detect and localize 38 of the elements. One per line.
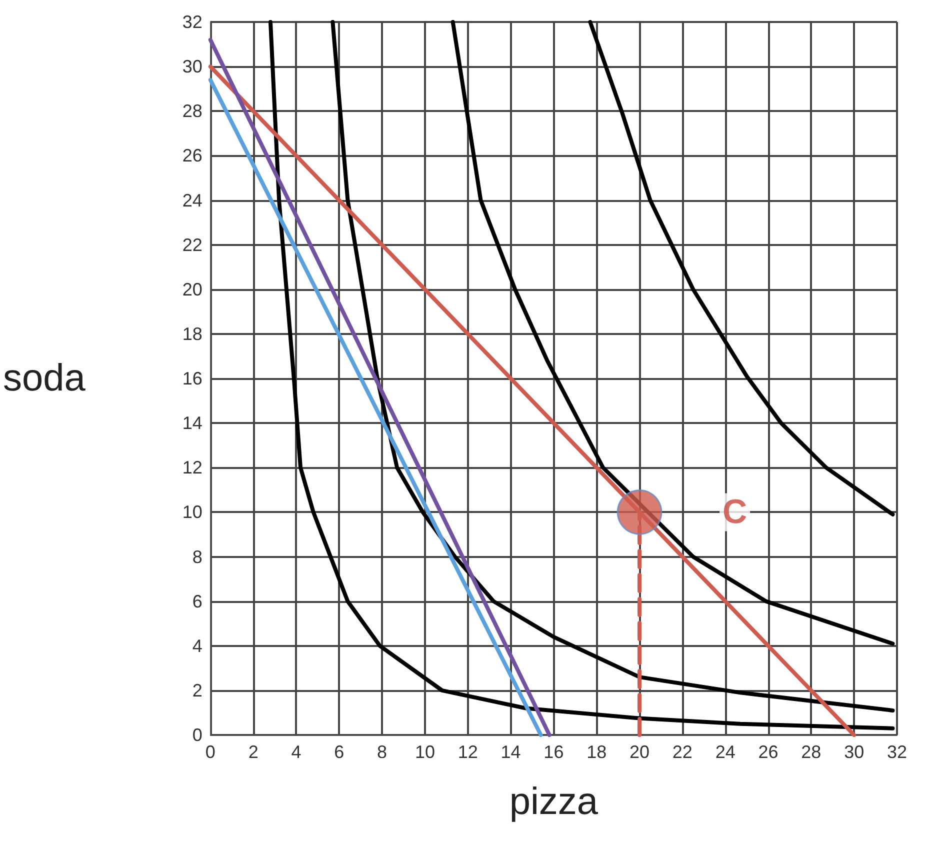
x-tick-label: 2 <box>248 742 258 762</box>
x-tick-label: 28 <box>801 742 822 762</box>
line-series <box>450 20 895 646</box>
x-tick-label: 14 <box>500 742 521 762</box>
y-tick-label: 22 <box>182 234 202 255</box>
y-tick-label: 14 <box>182 413 202 434</box>
x-tick-label: 30 <box>844 742 864 762</box>
x-axis-title: pizza <box>509 781 599 823</box>
x-tick-label: 32 <box>886 742 908 762</box>
y-tick-label: 4 <box>192 636 202 656</box>
y-tick-label: 32 <box>182 12 202 32</box>
y-tick-label: 24 <box>182 190 202 210</box>
x-tick-label: 0 <box>205 742 216 762</box>
y-tick-label: 6 <box>192 591 202 612</box>
y-tick-label: 16 <box>182 368 202 388</box>
y-tick-label: 8 <box>192 546 202 567</box>
x-tick-label: 22 <box>672 742 692 762</box>
x-tick-label: 20 <box>630 742 650 762</box>
y-tick-label: 26 <box>182 146 202 166</box>
x-tick-label: 18 <box>586 742 607 762</box>
y-tick-label: 10 <box>182 502 202 522</box>
y-tick-label: 0 <box>192 725 202 745</box>
x-tick-label: 12 <box>458 742 478 762</box>
y-tick-label: 18 <box>182 324 202 344</box>
x-tick-label: 24 <box>715 742 736 762</box>
x-tick-label: 10 <box>414 742 435 762</box>
annotation: C <box>722 493 748 532</box>
x-tick-label: 26 <box>758 742 778 762</box>
y-tick-label: 28 <box>182 101 202 122</box>
x-tick-label: 4 <box>291 742 302 762</box>
y-tick-label: 12 <box>182 458 202 478</box>
y-tick-label: 30 <box>182 56 202 77</box>
x-tick-label: 6 <box>334 742 344 762</box>
x-tick-label: 8 <box>377 742 388 762</box>
y-axis-title: soda <box>2 358 86 400</box>
x-tick-label: 16 <box>544 742 564 762</box>
y-tick-label: 20 <box>182 279 202 300</box>
y-tick-label: 2 <box>192 680 202 700</box>
